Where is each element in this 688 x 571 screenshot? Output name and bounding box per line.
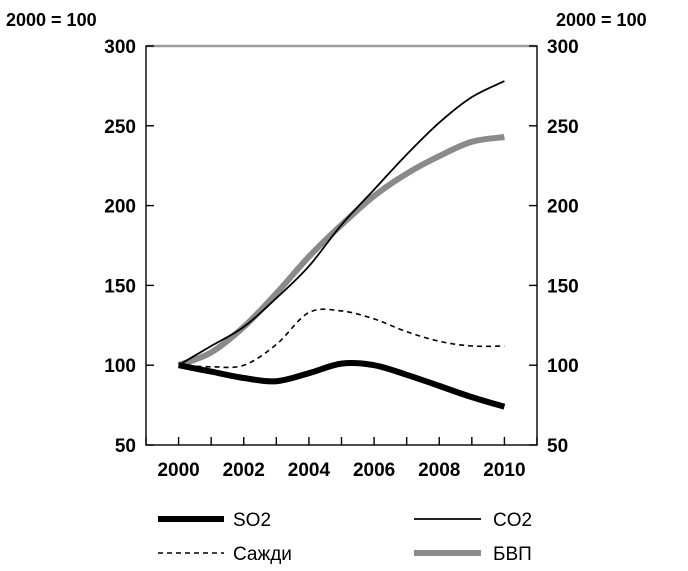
- left-axis-unit-label: 2000 = 100: [6, 10, 97, 30]
- series-lines: [177, 80, 506, 410]
- series-line--: [177, 134, 505, 369]
- y-tick-label-right: 200: [547, 197, 579, 218]
- series-line-so2: [178, 360, 506, 410]
- series-line--: [178, 308, 505, 369]
- x-tick-label: 2008: [418, 460, 460, 481]
- y-tick-label-left: 150: [104, 276, 136, 297]
- x-tick-label: 2010: [483, 460, 525, 481]
- series-line-co2: [178, 80, 505, 366]
- y-tick-label-right: 100: [547, 356, 579, 377]
- legend-label--: БВП: [493, 544, 532, 565]
- y-tick-label-right: 150: [547, 276, 579, 297]
- legend-label-so2: SO2: [233, 510, 271, 531]
- y-tick-label-right: 250: [547, 117, 579, 138]
- legend: SO2 CO2 Сажди БВП: [158, 510, 532, 565]
- x-tick-label: 2000: [157, 460, 199, 481]
- y-tick-label-left: 50: [115, 436, 136, 457]
- legend-label--: Сажди: [233, 544, 292, 565]
- right-axis-unit-label: 2000 = 100: [556, 10, 647, 30]
- x-tick-label: 2006: [353, 460, 395, 481]
- y-tick-label-left: 250: [104, 117, 136, 138]
- y-tick-label-right: 50: [547, 436, 568, 457]
- plot-frame: [145, 45, 538, 446]
- legend-label-co2: CO2: [493, 510, 532, 531]
- x-tick-label: 2004: [288, 460, 331, 481]
- y-tick-label-right: 300: [547, 37, 579, 58]
- y-tick-label-left: 300: [104, 37, 136, 58]
- x-tick-label: 2002: [223, 460, 265, 481]
- x-axis: 2000 2002 2004 2006 2008 2010: [145, 437, 538, 481]
- y-tick-label-left: 200: [104, 197, 136, 218]
- y-tick-label-left: 100: [104, 356, 136, 377]
- left-y-axis: 300 250 200 150 100 50: [104, 37, 154, 457]
- right-y-axis: 300 250 200 150 100 50: [529, 37, 579, 457]
